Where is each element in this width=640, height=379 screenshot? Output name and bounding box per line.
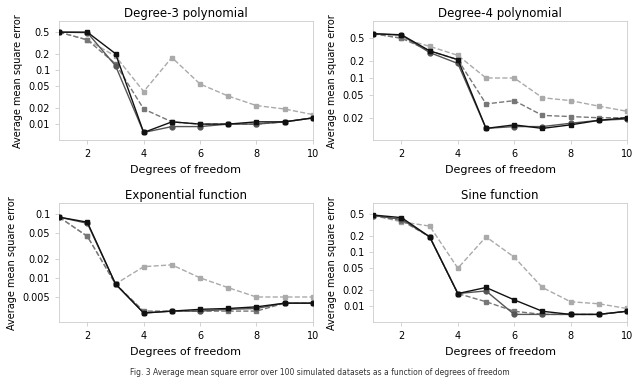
Y-axis label: Average mean square error: Average mean square error [327, 196, 337, 330]
Y-axis label: Average mean square error: Average mean square error [13, 14, 23, 148]
Title: Degree-3 polynomial: Degree-3 polynomial [124, 7, 248, 20]
Y-axis label: Average mean square error: Average mean square error [7, 196, 17, 330]
Title: Exponential function: Exponential function [125, 189, 247, 202]
Text: Fig. 3 Average mean square error over 100 simulated datasets as a function of de: Fig. 3 Average mean square error over 10… [130, 368, 510, 377]
X-axis label: Degrees of freedom: Degrees of freedom [445, 165, 556, 175]
Title: Degree-4 polynomial: Degree-4 polynomial [438, 7, 562, 20]
X-axis label: Degrees of freedom: Degrees of freedom [445, 347, 556, 357]
Title: Sine function: Sine function [461, 189, 539, 202]
X-axis label: Degrees of freedom: Degrees of freedom [131, 347, 241, 357]
Y-axis label: Average mean square error: Average mean square error [327, 14, 337, 148]
X-axis label: Degrees of freedom: Degrees of freedom [131, 165, 241, 175]
